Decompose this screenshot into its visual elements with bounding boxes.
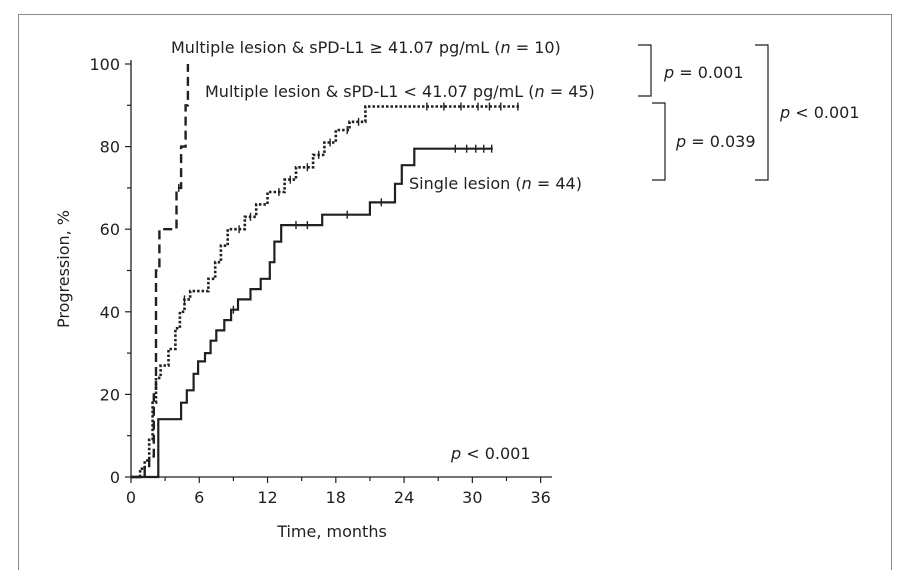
x-tick-label: 0 xyxy=(126,488,136,507)
series-label-high-spdl1: Multiple lesion & sPD-L1 ≥ 41.07 pg/mL (… xyxy=(171,38,561,57)
x-tick-label: 12 xyxy=(257,488,277,507)
y-tick-label: 20 xyxy=(100,385,120,404)
curve-low-spdl1 xyxy=(131,105,521,479)
series-label-single-lesion: Single lesion (n = 44) xyxy=(409,174,582,193)
y-tick-label: 60 xyxy=(100,220,120,239)
x-tick-label: 18 xyxy=(326,488,346,507)
p-value-overall-bracket: p < 0.001 xyxy=(779,103,860,122)
y-tick-label: 0 xyxy=(110,468,120,487)
x-tick-label: 24 xyxy=(394,488,414,507)
x-tick-label: 36 xyxy=(530,488,550,507)
bracket-low-vs-single xyxy=(652,102,666,181)
p-value-low-vs-single: p = 0.039 xyxy=(675,132,756,151)
curve-single-lesion xyxy=(131,147,493,479)
axes: 0 6 12 18 24 30 36 0 20 40 60 80 100 xyxy=(89,55,552,507)
p-value-overall: p < 0.001 xyxy=(450,444,531,463)
x-tick-label: 6 xyxy=(194,488,204,507)
bracket-overall xyxy=(755,44,769,181)
y-axis-title: Progression, % xyxy=(54,210,73,328)
x-tick-label: 30 xyxy=(462,488,482,507)
series-label-low-spdl1: Multiple lesion & sPD-L1 < 41.07 pg/mL (… xyxy=(205,82,595,101)
bracket-high-vs-low xyxy=(638,44,652,97)
y-tick-label: 40 xyxy=(100,303,120,322)
y-tick-label: 80 xyxy=(100,138,120,157)
curves xyxy=(131,64,521,479)
y-tick-label: 100 xyxy=(89,55,120,74)
p-value-high-vs-low: p = 0.001 xyxy=(663,63,744,82)
curve-high-spdl1 xyxy=(131,64,190,479)
x-axis-title: Time, months xyxy=(276,522,387,541)
